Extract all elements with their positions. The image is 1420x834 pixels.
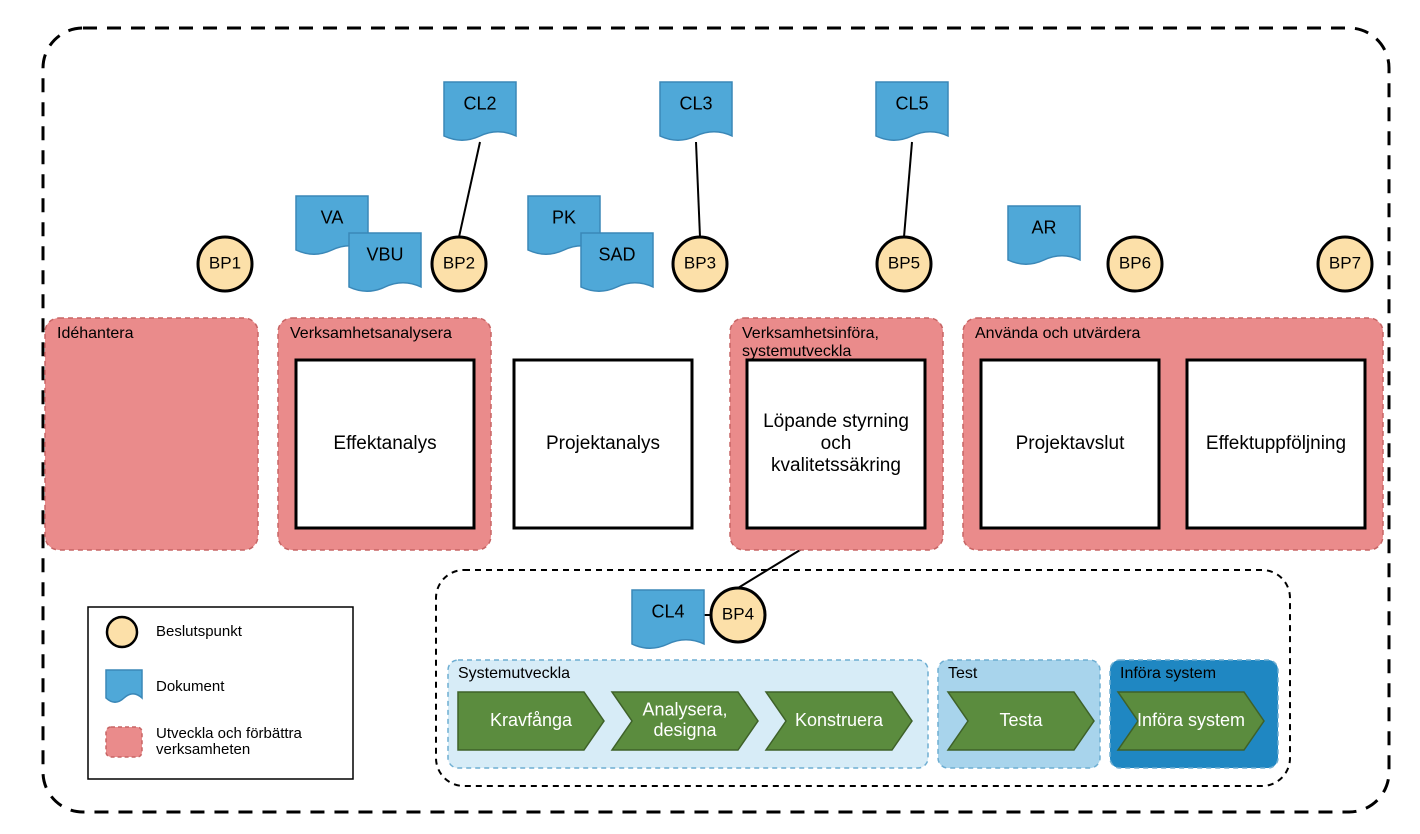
phase-ph1: [45, 318, 258, 550]
svg-text:SAD: SAD: [598, 245, 635, 265]
svg-text:Effektuppföljning: Effektuppföljning: [1206, 433, 1346, 454]
phase-label: Idéhantera: [57, 325, 134, 342]
svg-text:Kravfånga: Kravfånga: [490, 710, 573, 730]
svg-text:designa: designa: [653, 720, 717, 740]
subphase-label: Införa system: [1120, 665, 1216, 682]
legend-label: Dokument: [156, 678, 225, 695]
svg-text:CL4: CL4: [651, 602, 684, 622]
svg-text:BP4: BP4: [722, 604, 754, 623]
phase-label: Använda och utvärdera: [975, 325, 1141, 342]
svg-text:och: och: [821, 433, 852, 454]
svg-text:Införa system: Införa system: [1137, 710, 1245, 730]
svg-text:VBU: VBU: [366, 245, 403, 265]
svg-text:AR: AR: [1031, 218, 1056, 238]
svg-text:Testa: Testa: [999, 710, 1043, 730]
legend-phase-icon: [106, 727, 142, 757]
legend-label: verksamheten: [156, 741, 250, 758]
svg-text:PK: PK: [552, 208, 576, 228]
svg-text:Löpande styrning: Löpande styrning: [763, 411, 909, 432]
svg-text:Projektanalys: Projektanalys: [546, 433, 660, 454]
svg-text:BP6: BP6: [1119, 253, 1151, 272]
svg-text:Analysera,: Analysera,: [642, 699, 727, 719]
svg-text:Konstruera: Konstruera: [795, 710, 884, 730]
svg-text:kvalitetssäkring: kvalitetssäkring: [771, 455, 901, 476]
svg-text:BP5: BP5: [888, 253, 920, 272]
svg-text:BP1: BP1: [209, 253, 241, 272]
svg-text:VA: VA: [321, 208, 344, 228]
svg-text:Effektanalys: Effektanalys: [333, 433, 436, 454]
legend-label: Beslutspunkt: [156, 623, 243, 640]
svg-text:BP2: BP2: [443, 253, 475, 272]
svg-text:CL5: CL5: [895, 94, 928, 114]
svg-text:CL2: CL2: [463, 94, 496, 114]
svg-text:BP7: BP7: [1329, 253, 1361, 272]
svg-text:CL3: CL3: [679, 94, 712, 114]
phase-label: systemutveckla: [742, 343, 851, 360]
svg-text:Projektavslut: Projektavslut: [1016, 433, 1125, 454]
subphase-label: Systemutveckla: [458, 665, 570, 682]
legend-label: Utveckla och förbättra: [156, 725, 303, 742]
subphase-label: Test: [948, 665, 978, 682]
legend-bp-icon: [107, 617, 137, 647]
phase-label: Verksamhetsanalysera: [290, 325, 452, 342]
phase-label: Verksamhetsinföra,: [742, 325, 879, 342]
svg-text:BP3: BP3: [684, 253, 716, 272]
